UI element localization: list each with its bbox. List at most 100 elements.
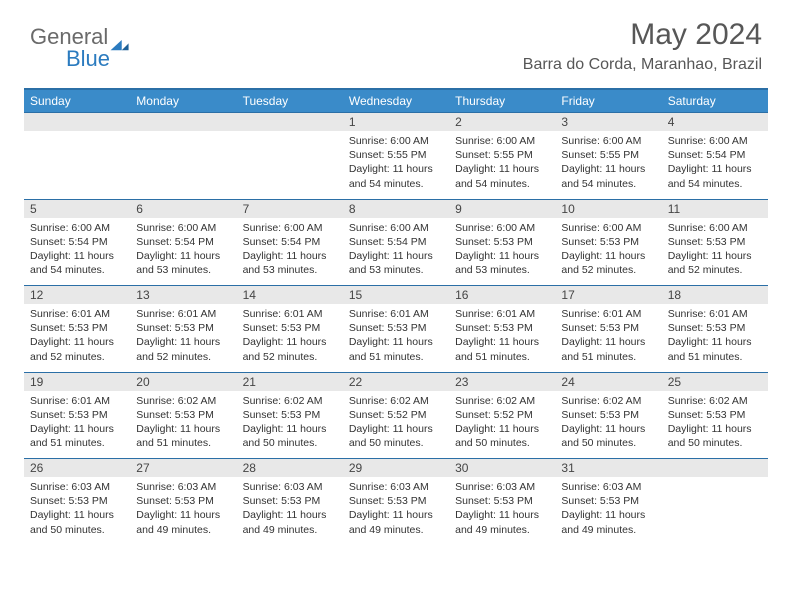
day-detail-cell: Sunrise: 6:01 AMSunset: 5:53 PMDaylight:… [130, 304, 236, 372]
sunset-text: Sunset: 5:53 PM [30, 494, 124, 508]
sunset-text: Sunset: 5:53 PM [455, 494, 549, 508]
sunset-text: Sunset: 5:54 PM [349, 235, 443, 249]
day-number-cell: 22 [343, 372, 449, 391]
day-number-cell: 13 [130, 286, 236, 305]
sunset-text: Sunset: 5:55 PM [561, 148, 655, 162]
day-number-cell: 2 [449, 113, 555, 132]
weekday-header: Saturday [662, 89, 768, 113]
day-detail-cell [237, 131, 343, 199]
sunrise-text: Sunrise: 6:00 AM [30, 221, 124, 235]
sunrise-text: Sunrise: 6:00 AM [455, 221, 549, 235]
day-detail-cell: Sunrise: 6:03 AMSunset: 5:53 PMDaylight:… [343, 477, 449, 545]
sunset-text: Sunset: 5:53 PM [561, 494, 655, 508]
day-number-cell: 1 [343, 113, 449, 132]
day-detail-cell: Sunrise: 6:01 AMSunset: 5:53 PMDaylight:… [662, 304, 768, 372]
daylight-text: Daylight: 11 hours and 52 minutes. [136, 335, 230, 363]
sunset-text: Sunset: 5:53 PM [349, 321, 443, 335]
day-number-cell: 6 [130, 199, 236, 218]
day-number-row: 567891011 [24, 199, 768, 218]
sunset-text: Sunset: 5:53 PM [243, 494, 337, 508]
day-detail-cell: Sunrise: 6:03 AMSunset: 5:53 PMDaylight:… [555, 477, 661, 545]
sunrise-text: Sunrise: 6:00 AM [561, 221, 655, 235]
sunrise-text: Sunrise: 6:03 AM [30, 480, 124, 494]
day-number-row: 12131415161718 [24, 286, 768, 305]
day-detail-cell [24, 131, 130, 199]
day-number-cell [237, 113, 343, 132]
day-number-cell: 26 [24, 459, 130, 478]
sunrise-text: Sunrise: 6:01 AM [243, 307, 337, 321]
sunset-text: Sunset: 5:53 PM [668, 408, 762, 422]
weekday-header-row: SundayMondayTuesdayWednesdayThursdayFrid… [24, 89, 768, 113]
day-detail-cell: Sunrise: 6:02 AMSunset: 5:53 PMDaylight:… [555, 391, 661, 459]
title-block: May 2024 Barra do Corda, Maranhao, Brazi… [523, 18, 762, 74]
sunset-text: Sunset: 5:53 PM [455, 235, 549, 249]
sunset-text: Sunset: 5:53 PM [30, 408, 124, 422]
day-number-cell: 30 [449, 459, 555, 478]
day-detail-cell: Sunrise: 6:01 AMSunset: 5:53 PMDaylight:… [24, 304, 130, 372]
day-number-cell: 20 [130, 372, 236, 391]
daylight-text: Daylight: 11 hours and 54 minutes. [561, 162, 655, 190]
sunrise-text: Sunrise: 6:02 AM [136, 394, 230, 408]
day-detail-row: Sunrise: 6:03 AMSunset: 5:53 PMDaylight:… [24, 477, 768, 545]
daylight-text: Daylight: 11 hours and 51 minutes. [455, 335, 549, 363]
daylight-text: Daylight: 11 hours and 50 minutes. [455, 422, 549, 450]
day-number-row: 262728293031 [24, 459, 768, 478]
weekday-header: Tuesday [237, 89, 343, 113]
location: Barra do Corda, Maranhao, Brazil [523, 56, 762, 74]
day-number-cell: 18 [662, 286, 768, 305]
day-number-cell: 15 [343, 286, 449, 305]
day-detail-cell: Sunrise: 6:00 AMSunset: 5:54 PMDaylight:… [130, 218, 236, 286]
day-number-cell: 9 [449, 199, 555, 218]
day-detail-cell: Sunrise: 6:00 AMSunset: 5:55 PMDaylight:… [343, 131, 449, 199]
day-number-cell: 27 [130, 459, 236, 478]
day-number-cell: 12 [24, 286, 130, 305]
sunrise-text: Sunrise: 6:01 AM [455, 307, 549, 321]
day-detail-cell: Sunrise: 6:02 AMSunset: 5:52 PMDaylight:… [343, 391, 449, 459]
day-detail-cell: Sunrise: 6:02 AMSunset: 5:53 PMDaylight:… [130, 391, 236, 459]
daylight-text: Daylight: 11 hours and 51 minutes. [349, 335, 443, 363]
day-number-row: 19202122232425 [24, 372, 768, 391]
day-detail-cell: Sunrise: 6:03 AMSunset: 5:53 PMDaylight:… [24, 477, 130, 545]
sunset-text: Sunset: 5:55 PM [455, 148, 549, 162]
day-number-cell: 24 [555, 372, 661, 391]
sunset-text: Sunset: 5:53 PM [136, 321, 230, 335]
day-detail-cell [662, 477, 768, 545]
day-number-cell [24, 113, 130, 132]
sunrise-text: Sunrise: 6:02 AM [668, 394, 762, 408]
sunrise-text: Sunrise: 6:02 AM [561, 394, 655, 408]
sunset-text: Sunset: 5:53 PM [30, 321, 124, 335]
daylight-text: Daylight: 11 hours and 50 minutes. [668, 422, 762, 450]
day-number-cell: 4 [662, 113, 768, 132]
daylight-text: Daylight: 11 hours and 52 minutes. [668, 249, 762, 277]
daylight-text: Daylight: 11 hours and 50 minutes. [243, 422, 337, 450]
month-title: May 2024 [523, 18, 762, 52]
sunrise-text: Sunrise: 6:03 AM [349, 480, 443, 494]
calendar-table: SundayMondayTuesdayWednesdayThursdayFrid… [24, 88, 768, 545]
day-detail-row: Sunrise: 6:01 AMSunset: 5:53 PMDaylight:… [24, 391, 768, 459]
day-detail-cell: Sunrise: 6:03 AMSunset: 5:53 PMDaylight:… [237, 477, 343, 545]
sunset-text: Sunset: 5:53 PM [243, 321, 337, 335]
day-detail-cell: Sunrise: 6:00 AMSunset: 5:54 PMDaylight:… [237, 218, 343, 286]
day-number-cell: 17 [555, 286, 661, 305]
sunrise-text: Sunrise: 6:00 AM [349, 134, 443, 148]
sunset-text: Sunset: 5:53 PM [136, 494, 230, 508]
sunrise-text: Sunrise: 6:00 AM [243, 221, 337, 235]
daylight-text: Daylight: 11 hours and 54 minutes. [668, 162, 762, 190]
daylight-text: Daylight: 11 hours and 52 minutes. [561, 249, 655, 277]
day-number-cell: 23 [449, 372, 555, 391]
sunrise-text: Sunrise: 6:02 AM [349, 394, 443, 408]
day-detail-cell: Sunrise: 6:02 AMSunset: 5:53 PMDaylight:… [237, 391, 343, 459]
day-detail-cell: Sunrise: 6:00 AMSunset: 5:54 PMDaylight:… [343, 218, 449, 286]
weekday-header: Thursday [449, 89, 555, 113]
sunrise-text: Sunrise: 6:01 AM [30, 307, 124, 321]
daylight-text: Daylight: 11 hours and 51 minutes. [136, 422, 230, 450]
day-detail-cell: Sunrise: 6:00 AMSunset: 5:55 PMDaylight:… [449, 131, 555, 199]
logo-triangle-icon [109, 40, 131, 52]
sunset-text: Sunset: 5:53 PM [136, 408, 230, 422]
daylight-text: Daylight: 11 hours and 53 minutes. [243, 249, 337, 277]
sunrise-text: Sunrise: 6:01 AM [668, 307, 762, 321]
day-number-cell: 10 [555, 199, 661, 218]
weekday-header: Sunday [24, 89, 130, 113]
daylight-text: Daylight: 11 hours and 51 minutes. [668, 335, 762, 363]
day-detail-cell: Sunrise: 6:00 AMSunset: 5:55 PMDaylight:… [555, 131, 661, 199]
